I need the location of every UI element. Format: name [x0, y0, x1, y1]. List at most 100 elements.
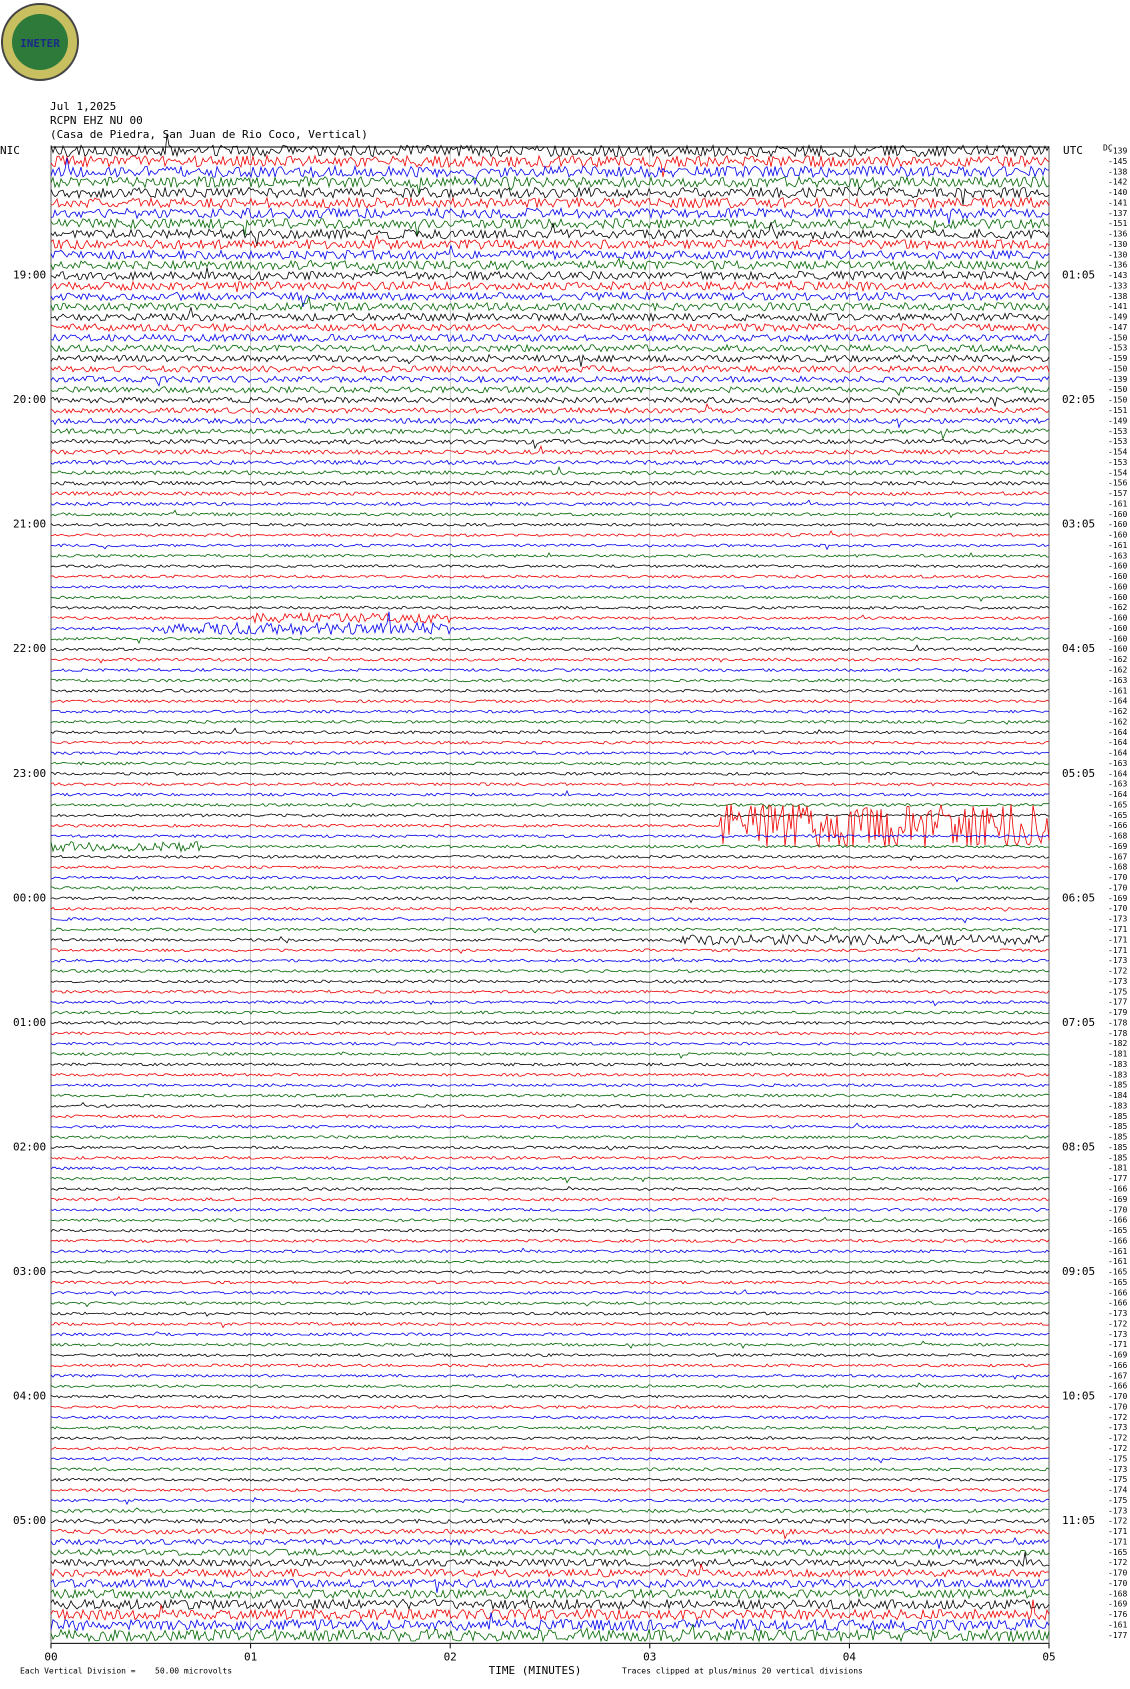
trace — [50, 1145, 1050, 1151]
trace — [50, 989, 1050, 994]
trace — [50, 1083, 1050, 1088]
trace — [50, 1062, 1050, 1067]
trace-offset: -171 — [1108, 925, 1127, 934]
trace-offset: -172 — [1108, 967, 1127, 976]
trace-offset: -166 — [1108, 1236, 1127, 1245]
trace-offset: -166 — [1108, 1185, 1127, 1194]
trace — [50, 595, 1050, 602]
left-hour: 03:00 — [13, 1265, 46, 1278]
trace-offset: -160 — [1108, 582, 1127, 591]
trace-offset: -172 — [1108, 1444, 1127, 1453]
trace-offset: -173 — [1108, 977, 1127, 986]
trace — [50, 1311, 1050, 1317]
trace-offset: -170 — [1108, 904, 1127, 913]
trace-offset: -138 — [1108, 292, 1127, 301]
trace-offset: -177 — [1108, 1174, 1127, 1183]
trace-offset: -171 — [1108, 1537, 1127, 1546]
trace-offset: -160 — [1108, 593, 1127, 602]
left-hour: 00:00 — [13, 891, 46, 904]
trace — [50, 709, 1050, 714]
trace-offset: -177 — [1108, 998, 1127, 1007]
trace-offset: -167 — [1108, 852, 1127, 861]
trace — [50, 257, 1050, 274]
trace-offset: -130 — [1108, 250, 1127, 259]
trace-offset: -175 — [1108, 987, 1127, 996]
trace — [50, 1363, 1050, 1368]
trace-offset: -161 — [1108, 686, 1127, 695]
trace — [50, 186, 1050, 205]
trace — [50, 402, 1050, 415]
trace-offset: -154 — [1108, 468, 1127, 477]
trace — [50, 1456, 1050, 1464]
trace — [50, 1373, 1050, 1380]
trace-offset: -162 — [1108, 707, 1127, 716]
right-hour: 10:05 — [1062, 1390, 1095, 1403]
trace-offset: -163 — [1108, 676, 1127, 685]
trace — [50, 789, 1050, 797]
trace-offset: -185 — [1108, 1112, 1127, 1121]
trace-offset: -163 — [1108, 551, 1127, 560]
trace-offset: -160 — [1108, 510, 1127, 519]
logo: INETER — [1, 3, 79, 81]
trace-offset: -137 — [1108, 209, 1127, 218]
trace — [50, 1247, 1050, 1254]
trace-offset: -165 — [1108, 800, 1127, 809]
left-hour: 05:00 — [13, 1514, 46, 1527]
trace — [50, 1488, 1050, 1492]
trace — [50, 1340, 1050, 1349]
trace — [50, 417, 1050, 429]
trace — [50, 1436, 1050, 1441]
trace — [50, 196, 1050, 210]
trace-offset: -136 — [1108, 230, 1127, 239]
date: Jul 1,2025 — [50, 100, 116, 113]
trace-offset: -139 — [1108, 147, 1127, 156]
trace — [50, 480, 1050, 486]
trace — [50, 656, 1050, 664]
trace-offset: -179 — [1108, 1008, 1127, 1017]
right-hour: 08:05 — [1062, 1140, 1095, 1153]
trace-offset: -161 — [1108, 1620, 1127, 1629]
trace-offset: -161 — [1108, 541, 1127, 550]
trace-offset: -167 — [1108, 1371, 1127, 1380]
trace — [50, 1166, 1050, 1171]
trace — [50, 1216, 1050, 1223]
trace-offset: -185 — [1108, 1081, 1127, 1090]
trace-offset: -163 — [1108, 759, 1127, 768]
trace — [50, 1444, 1050, 1452]
trace — [50, 175, 1050, 194]
trace — [50, 917, 1050, 924]
trace — [50, 1000, 1050, 1007]
trace-offset: -170 — [1108, 873, 1127, 882]
dc-header: DC — [1103, 144, 1113, 153]
trace — [50, 1093, 1050, 1098]
trace-offset: -166 — [1108, 1382, 1127, 1391]
trace — [50, 1238, 1050, 1243]
trace-offset: -138 — [1108, 167, 1127, 176]
footer-clip: Traces clipped at plus/minus 20 vertical… — [622, 1667, 863, 1676]
trace-offset: -168 — [1108, 1589, 1127, 1598]
trace-offset: -153 — [1108, 458, 1127, 467]
station: RCPN EHZ NU 00 — [50, 114, 143, 127]
trace-offset: -175 — [1108, 1496, 1127, 1505]
trace — [50, 933, 1050, 947]
trace-offset: -150 — [1108, 333, 1127, 342]
x-tick-label: 01 — [244, 1650, 257, 1663]
trace — [50, 574, 1050, 579]
trace — [50, 688, 1050, 693]
trace — [50, 813, 1050, 818]
trace — [50, 1518, 1050, 1526]
location: (Casa de Piedra, San Juan de Rio Coco, V… — [50, 128, 368, 141]
trace — [50, 322, 1050, 333]
x-tick-label: 00 — [44, 1650, 57, 1663]
trace-offset: -165 — [1108, 1268, 1127, 1277]
trace-offset: -160 — [1108, 634, 1127, 643]
trace-offset: -169 — [1108, 1351, 1127, 1360]
trace — [50, 1599, 1050, 1622]
trace — [50, 699, 1050, 704]
trace — [50, 667, 1050, 673]
logo-text: INETER — [20, 37, 60, 50]
trace — [50, 1072, 1050, 1077]
trace — [50, 1186, 1050, 1191]
trace — [50, 343, 1050, 353]
trace — [50, 605, 1050, 610]
